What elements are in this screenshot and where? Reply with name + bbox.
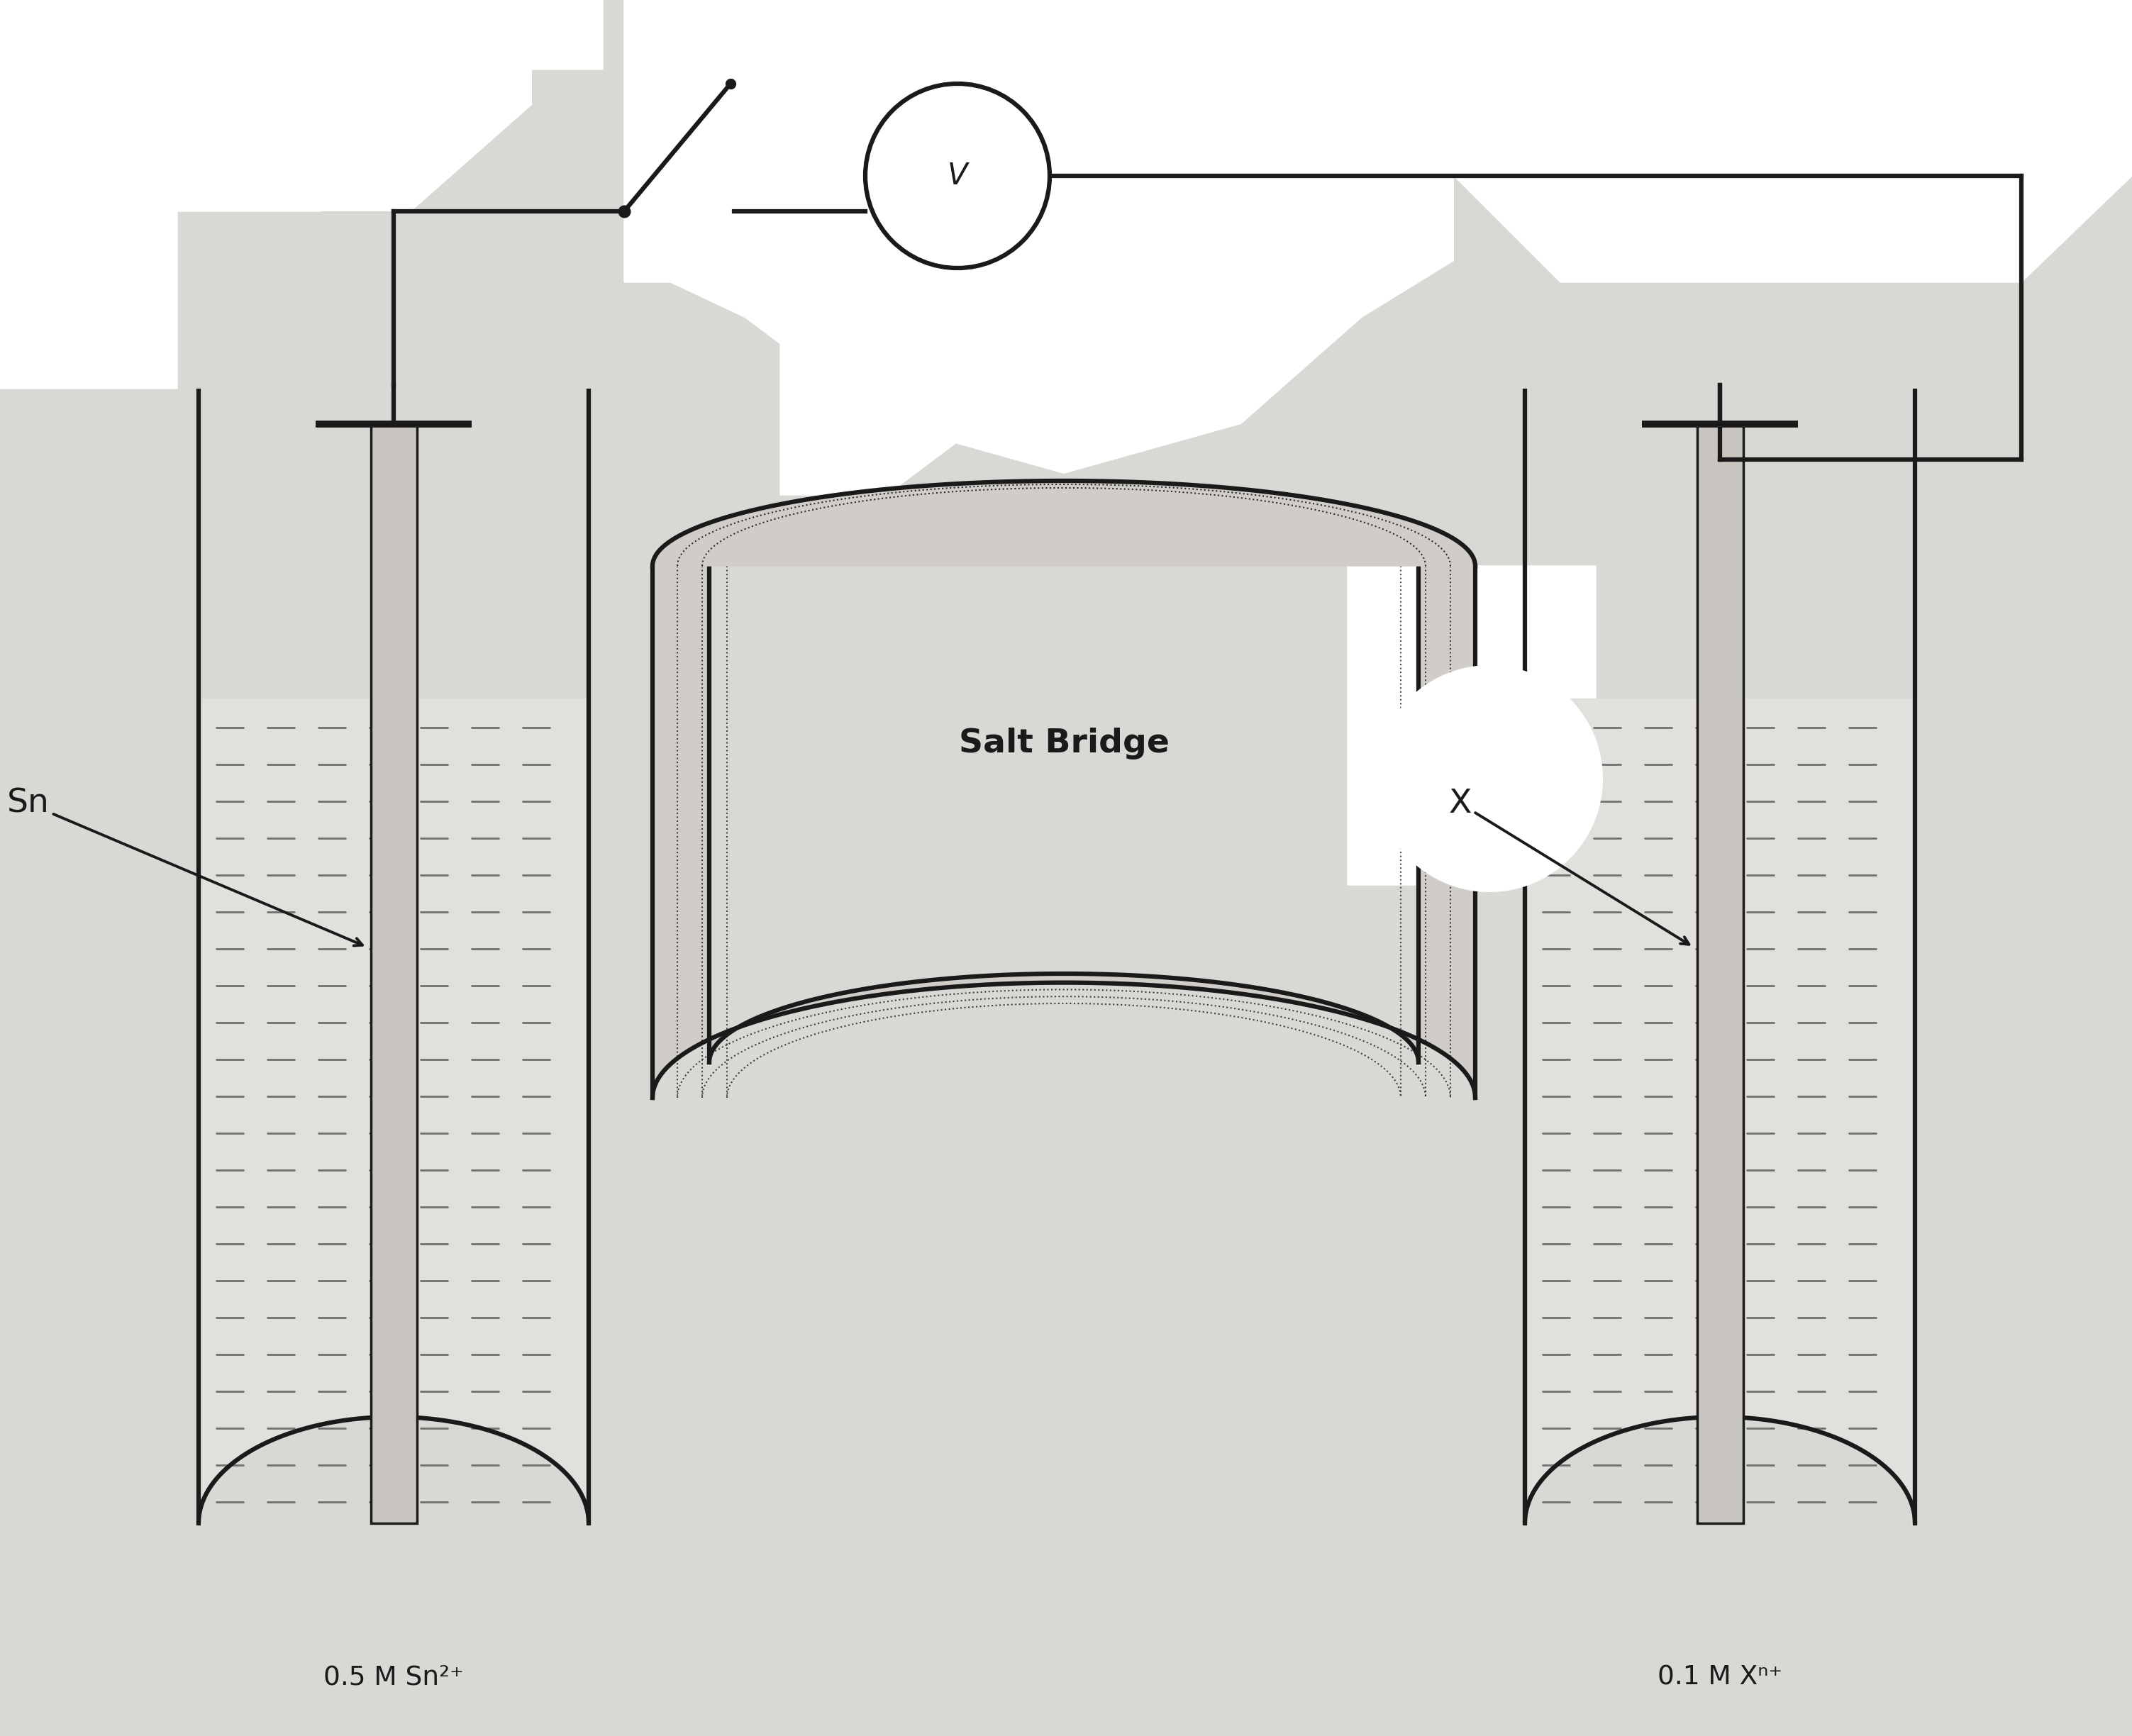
Polygon shape (0, 0, 533, 352)
Polygon shape (198, 700, 588, 1522)
Bar (371, 424, 416, 1522)
Polygon shape (1597, 0, 2021, 175)
Polygon shape (625, 0, 921, 424)
Text: X: X (1450, 788, 1689, 944)
Circle shape (866, 83, 1049, 267)
Polygon shape (780, 283, 1028, 495)
Text: V: V (947, 161, 968, 191)
Polygon shape (1524, 700, 1915, 1522)
Polygon shape (652, 566, 1475, 1097)
Text: Sn: Sn (6, 788, 362, 946)
Text: 0.1 M Xⁿ⁺: 0.1 M Xⁿ⁺ (1657, 1665, 1782, 1691)
Polygon shape (1454, 0, 2132, 283)
Text: Salt Bridge: Salt Bridge (959, 727, 1168, 759)
Polygon shape (652, 481, 1475, 566)
Text: 0.5 M Sn²⁺: 0.5 M Sn²⁺ (324, 1665, 465, 1691)
Polygon shape (1347, 566, 1597, 885)
Polygon shape (625, 0, 1454, 474)
Circle shape (1375, 665, 1603, 892)
Polygon shape (0, 0, 603, 389)
Bar (1697, 424, 1744, 1522)
